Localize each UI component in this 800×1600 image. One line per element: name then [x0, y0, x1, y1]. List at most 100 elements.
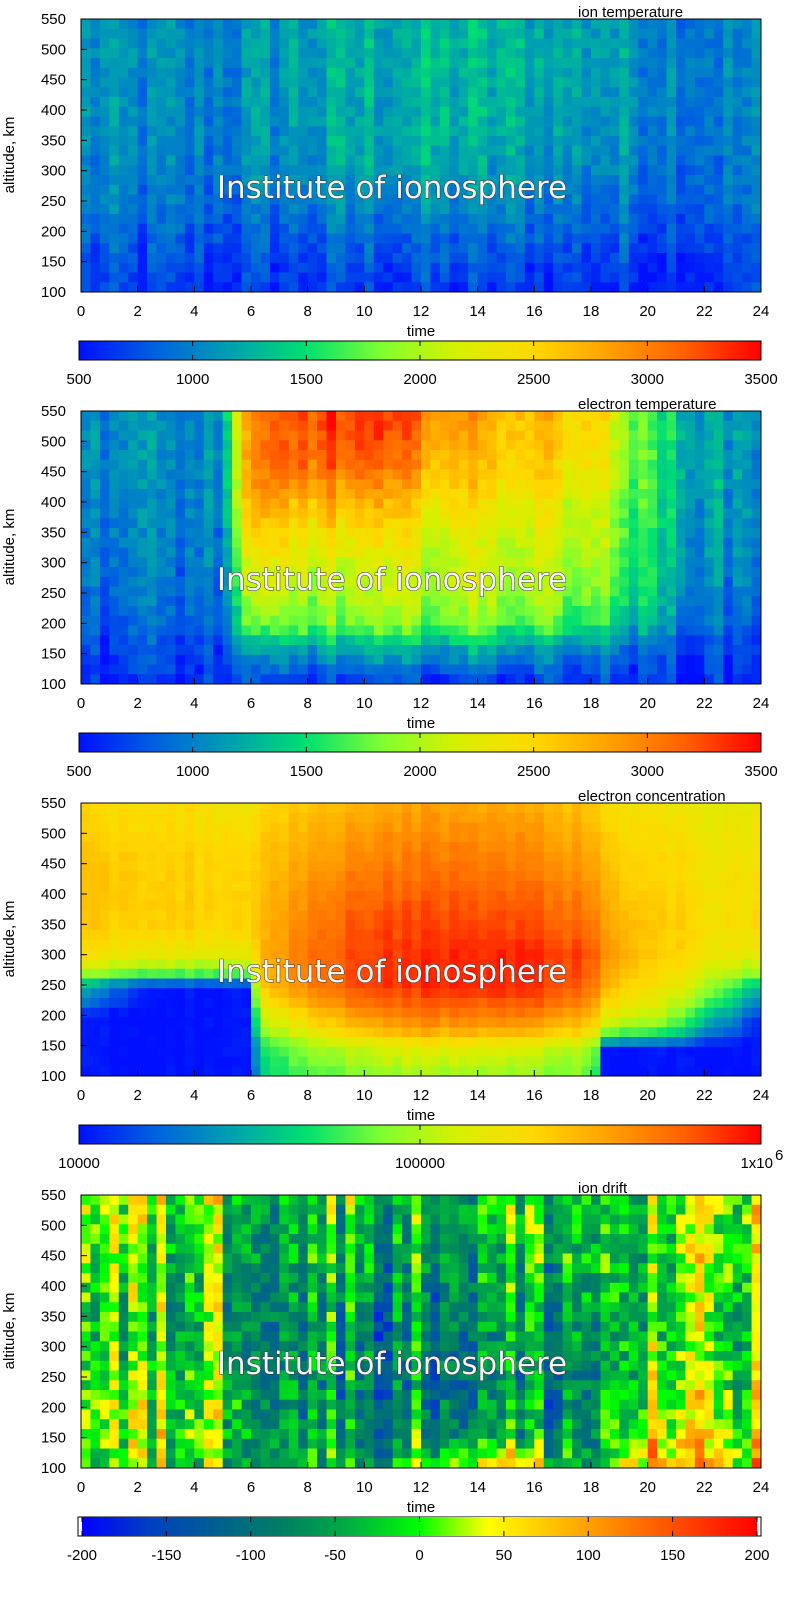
heatmap-cell — [534, 28, 545, 39]
heatmap-cell — [713, 97, 724, 108]
heatmap-cell — [742, 411, 753, 422]
heatmap-cell — [534, 223, 545, 234]
heatmap-cell — [147, 194, 158, 205]
heatmap-cell — [279, 803, 290, 814]
heatmap-cell — [468, 420, 479, 431]
heatmap-cell — [364, 126, 375, 137]
heatmap-cell — [166, 1037, 176, 1048]
heatmap-cell — [279, 537, 290, 548]
heatmap-cell — [251, 674, 261, 685]
heatmap-cell — [581, 498, 592, 509]
heatmap-cell — [430, 567, 441, 578]
heatmap-cell — [591, 223, 601, 234]
heatmap-cell — [543, 567, 554, 578]
heatmap-cell — [99, 262, 110, 273]
heatmap-cell — [628, 58, 639, 69]
heatmap-cell — [723, 19, 734, 30]
heatmap-cell — [524, 586, 535, 597]
heatmap-cell — [279, 58, 290, 69]
heatmap-cell — [543, 479, 554, 490]
heatmap-cell — [430, 106, 441, 117]
heatmap-cell — [524, 430, 535, 441]
heatmap-cell — [184, 842, 195, 853]
heatmap-cell — [175, 204, 186, 215]
heatmap-cell — [487, 262, 498, 273]
heatmap-cell — [194, 664, 205, 675]
heatmap-cell — [194, 498, 205, 509]
heatmap-cell — [383, 537, 394, 548]
heatmap-cell — [713, 596, 724, 607]
heatmap-cell — [619, 645, 630, 656]
heatmap-cell — [194, 136, 205, 147]
heatmap-cell — [402, 537, 413, 548]
heatmap-cell — [723, 606, 734, 617]
heatmap-cell — [619, 243, 630, 254]
heatmap-cell — [269, 1017, 280, 1028]
heatmap-cell — [477, 67, 488, 78]
heatmap-cell — [609, 194, 620, 205]
heatmap-cell — [326, 28, 337, 39]
heatmap-cell — [81, 576, 91, 587]
heatmap-cell — [109, 586, 120, 597]
heatmap-cell — [222, 547, 233, 558]
heatmap-cell — [553, 243, 564, 254]
heatmap-cell — [251, 28, 261, 39]
heatmap-cell — [487, 576, 498, 587]
heatmap-cell — [383, 508, 394, 519]
heatmap-cell — [638, 586, 649, 597]
heatmap-cell — [628, 262, 639, 273]
heatmap-cell — [742, 654, 753, 665]
heatmap-cell — [487, 489, 498, 500]
heatmap-cell — [213, 145, 224, 156]
heatmap-cell — [269, 479, 280, 490]
heatmap-cell — [137, 567, 148, 578]
heatmap-cell — [156, 184, 167, 195]
heatmap-cell — [166, 87, 176, 98]
heatmap-cell — [241, 968, 252, 979]
heatmap-cell — [156, 822, 167, 833]
heatmap-cell — [543, 528, 554, 539]
heatmap-cell — [647, 58, 658, 69]
heatmap-cell — [751, 48, 762, 59]
heatmap-cell — [213, 282, 224, 293]
heatmap-cell — [751, 145, 762, 156]
heatmap-cell — [383, 204, 394, 215]
heatmap-cell — [118, 77, 129, 88]
heatmap-cell — [118, 38, 129, 49]
heatmap-cell — [723, 38, 734, 49]
heatmap-cell — [307, 1007, 318, 1018]
heatmap-cell — [166, 842, 176, 853]
heatmap-cell — [524, 469, 535, 480]
heatmap-cell — [713, 635, 724, 646]
heatmap-cell — [553, 58, 564, 69]
heatmap-cell — [543, 175, 554, 186]
heatmap-cell — [194, 77, 205, 88]
heatmap-cell — [241, 635, 252, 646]
heatmap-cell — [241, 155, 252, 166]
heatmap-cell — [657, 459, 668, 470]
heatmap-cell — [269, 861, 280, 872]
heatmap-cell — [232, 959, 243, 970]
heatmap-cell — [496, 615, 507, 626]
heatmap-cell — [251, 469, 261, 480]
heatmap-cell — [477, 615, 488, 626]
heatmap-cell — [676, 547, 686, 558]
heatmap-cell — [298, 175, 309, 186]
heatmap-cell — [364, 469, 375, 480]
heatmap-cell — [336, 38, 346, 49]
heatmap-cell — [260, 1066, 271, 1077]
heatmap-cell — [543, 28, 554, 39]
heatmap-cell — [317, 978, 328, 989]
heatmap-cell — [194, 968, 205, 979]
heatmap-cell — [543, 126, 554, 137]
heatmap-cell — [184, 910, 195, 921]
heatmap-cell — [742, 440, 753, 451]
heatmap-cell — [628, 19, 639, 30]
heatmap-cell — [345, 812, 356, 823]
heatmap-cell — [99, 949, 110, 960]
heatmap-cell — [704, 411, 715, 422]
heatmap-cell — [288, 645, 299, 656]
heatmap-cell — [222, 67, 233, 78]
heatmap-cell — [496, 272, 507, 283]
heatmap-cell — [524, 645, 535, 656]
